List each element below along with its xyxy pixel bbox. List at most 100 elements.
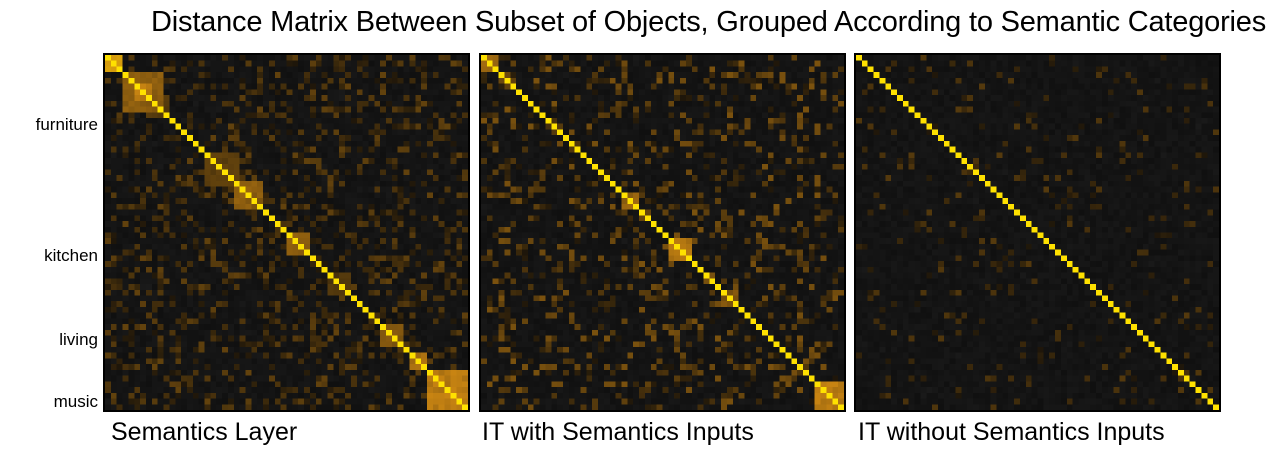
heatmap-cell bbox=[116, 289, 124, 297]
heatmap-cell bbox=[773, 117, 781, 125]
heatmap-cell bbox=[140, 358, 147, 365]
heatmap-cell bbox=[615, 66, 623, 73]
heatmap-cell bbox=[116, 232, 124, 239]
heatmap-cell bbox=[145, 83, 153, 90]
heatmap-cell bbox=[321, 146, 329, 153]
heatmap-cell bbox=[122, 175, 130, 182]
heatmap-cell bbox=[586, 60, 593, 68]
heatmap-cell bbox=[222, 215, 229, 222]
heatmap-cell bbox=[345, 329, 352, 337]
heatmap-cell bbox=[222, 387, 229, 394]
heatmap-cell bbox=[551, 89, 558, 96]
heatmap-cell bbox=[374, 375, 381, 382]
heatmap-cell bbox=[368, 301, 375, 308]
heatmap-cell bbox=[391, 100, 399, 108]
heatmap-cell bbox=[803, 152, 810, 159]
heatmap-cell bbox=[432, 335, 440, 342]
heatmap-cell bbox=[562, 117, 570, 125]
heatmap-cell bbox=[374, 369, 381, 377]
heatmap-cell bbox=[557, 66, 564, 73]
heatmap-cell bbox=[110, 341, 118, 348]
heatmap-cell bbox=[327, 66, 334, 73]
heatmap-cell bbox=[409, 209, 416, 216]
heatmap-cell bbox=[462, 312, 468, 319]
heatmap-cell bbox=[481, 112, 488, 119]
heatmap-cell bbox=[639, 106, 646, 113]
heatmap-cell bbox=[421, 140, 428, 148]
heatmap-cell bbox=[181, 375, 188, 382]
heatmap-cell bbox=[286, 123, 293, 131]
heatmap-cell bbox=[644, 106, 652, 113]
heatmap-cell bbox=[339, 95, 346, 102]
heatmap-cell bbox=[333, 335, 340, 342]
heatmap-cell bbox=[421, 335, 428, 342]
heatmap-cell bbox=[750, 146, 757, 153]
heatmap-cell bbox=[233, 89, 241, 96]
heatmap-cell bbox=[145, 329, 153, 337]
heatmap-cell bbox=[309, 329, 317, 337]
heatmap-cell bbox=[186, 272, 194, 279]
heatmap-cell bbox=[450, 392, 457, 400]
heatmap-cell bbox=[186, 135, 194, 142]
heatmap-cell bbox=[803, 77, 810, 85]
heatmap-cell bbox=[292, 135, 299, 142]
heatmap-cell bbox=[151, 106, 159, 113]
heatmap-cell bbox=[222, 266, 229, 274]
heatmap-cell bbox=[803, 83, 810, 90]
heatmap-cell bbox=[280, 140, 288, 148]
heatmap-cell bbox=[233, 284, 241, 291]
heatmap-cell bbox=[210, 95, 217, 102]
heatmap-cell bbox=[391, 158, 399, 165]
heatmap-cell bbox=[233, 175, 241, 182]
heatmap-cell bbox=[263, 335, 270, 342]
heatmap-cell bbox=[826, 89, 833, 96]
heatmap-cell bbox=[157, 278, 165, 285]
heatmap-cell bbox=[386, 301, 393, 308]
heatmap-cell bbox=[339, 255, 346, 262]
heatmap-cell bbox=[521, 72, 529, 79]
heatmap-cell bbox=[432, 261, 440, 268]
heatmap-cell bbox=[397, 203, 405, 211]
heatmap-cell bbox=[233, 83, 241, 90]
heatmap-cell bbox=[263, 221, 270, 228]
heatmap-cell bbox=[333, 203, 340, 211]
heatmap-cell bbox=[233, 123, 241, 131]
heatmap-cell bbox=[321, 381, 329, 388]
heatmap-cell bbox=[298, 89, 305, 96]
heatmap-cell bbox=[603, 129, 611, 136]
heatmap-cell bbox=[274, 341, 282, 348]
heatmap-cell bbox=[345, 381, 352, 388]
heatmap-cell bbox=[105, 289, 112, 297]
heatmap-cell bbox=[486, 129, 494, 136]
heatmap-cell bbox=[186, 249, 194, 257]
heatmap-cell bbox=[356, 100, 364, 108]
heatmap-cell bbox=[204, 341, 211, 348]
heatmap-cell bbox=[292, 66, 299, 73]
heatmap-cell bbox=[268, 238, 276, 245]
heatmap-cell bbox=[826, 146, 833, 153]
heatmap-cell bbox=[462, 55, 468, 62]
heatmap-cell bbox=[374, 364, 381, 371]
heatmap-cell bbox=[510, 100, 517, 108]
heatmap-cell bbox=[492, 140, 500, 148]
heatmap-cell bbox=[438, 77, 446, 85]
heatmap-cell bbox=[145, 278, 153, 285]
heatmap-cell bbox=[128, 83, 135, 90]
heatmap-cell bbox=[128, 60, 135, 68]
heatmap-cell bbox=[210, 358, 217, 365]
heatmap-cell bbox=[380, 243, 387, 251]
heatmap-cell bbox=[415, 66, 422, 73]
heatmap-cell bbox=[110, 387, 118, 394]
heatmap-cell bbox=[181, 123, 188, 131]
heatmap-cell bbox=[432, 215, 440, 222]
heatmap-cell bbox=[192, 129, 200, 136]
heatmap-cell bbox=[239, 266, 247, 274]
heatmap-cell bbox=[732, 77, 740, 85]
heatmap-cell bbox=[245, 163, 252, 171]
heatmap-cell bbox=[444, 295, 452, 302]
heatmap-cell bbox=[122, 375, 130, 382]
heatmap-cell bbox=[122, 123, 130, 131]
heatmap-cell bbox=[198, 289, 206, 297]
heatmap-cell bbox=[222, 158, 229, 165]
heatmap-cell bbox=[216, 221, 223, 228]
